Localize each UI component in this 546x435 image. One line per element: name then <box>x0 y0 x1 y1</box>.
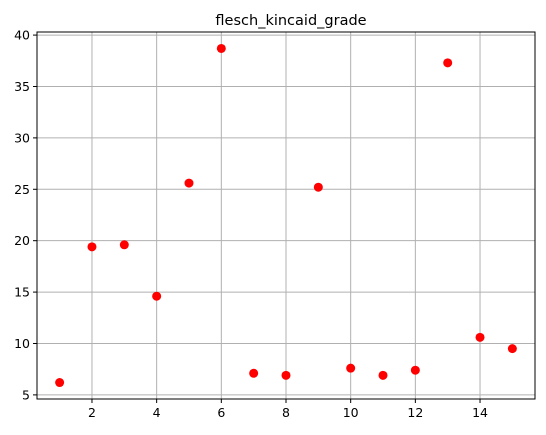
data-point <box>378 370 388 380</box>
x-tick-label: 8 <box>282 405 290 420</box>
data-point <box>313 182 323 192</box>
data-point <box>507 344 517 354</box>
data-point <box>410 365 420 375</box>
x-tick-label: 14 <box>472 405 488 420</box>
data-point <box>184 178 194 188</box>
data-point <box>152 291 162 301</box>
x-tick-label: 12 <box>407 405 423 420</box>
data-point <box>281 370 291 380</box>
y-tick-label: 40 <box>14 28 30 43</box>
data-point <box>216 43 226 53</box>
data-point <box>346 363 356 373</box>
data-point <box>55 378 65 388</box>
y-axis: 5 10 15 20 25 30 35 40 <box>14 28 37 402</box>
x-tick-label: 2 <box>88 405 96 420</box>
y-tick-label: 5 <box>22 387 30 402</box>
data-point <box>443 58 453 68</box>
y-tick-label: 20 <box>14 233 30 248</box>
data-point <box>249 368 259 378</box>
y-tick-label: 10 <box>14 336 30 351</box>
x-tick-label: 4 <box>153 405 161 420</box>
y-tick-label: 35 <box>14 79 30 94</box>
y-tick-label: 25 <box>14 182 30 197</box>
x-axis: 2 4 6 8 10 12 14 <box>88 399 488 420</box>
data-point <box>119 240 129 250</box>
chart-title: flesch_kincaid_grade <box>215 13 366 29</box>
data-point <box>87 242 97 252</box>
x-tick-label: 10 <box>343 405 359 420</box>
data-point <box>475 332 485 342</box>
grid-lines <box>37 32 535 399</box>
x-tick-label: 6 <box>217 405 225 420</box>
y-tick-label: 30 <box>14 130 30 145</box>
y-tick-label: 15 <box>14 285 30 300</box>
data-points <box>55 43 517 388</box>
